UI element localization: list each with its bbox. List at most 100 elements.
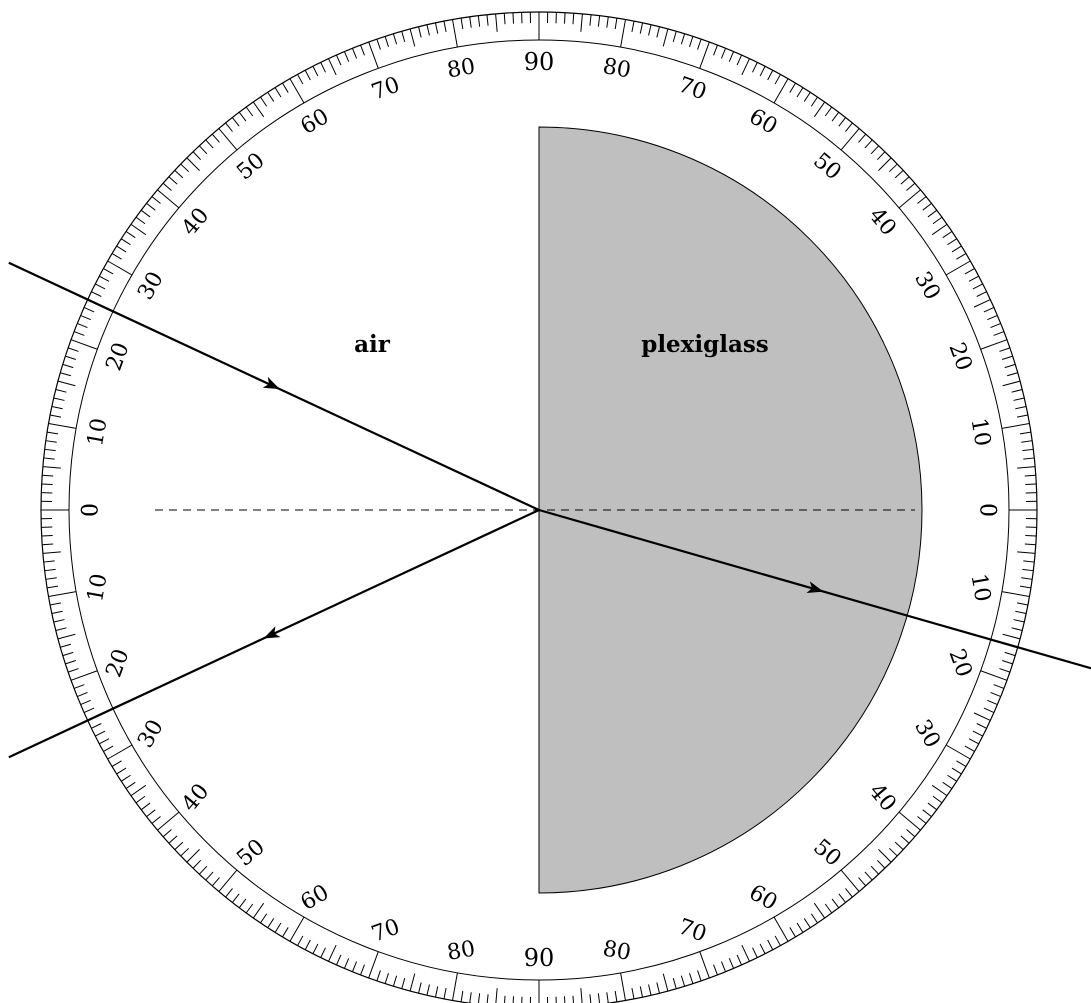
- degree-tick: [980, 670, 1008, 681]
- degree-label: 70: [675, 914, 710, 947]
- degree-label: 90: [524, 48, 555, 76]
- degree-tick: [512, 996, 515, 1003]
- degree-tick: [42, 543, 54, 546]
- degree-tick: [245, 106, 254, 117]
- degree-tick: [53, 619, 65, 623]
- degree-tick: [426, 984, 430, 996]
- degree-ticks: [41, 12, 1037, 1003]
- degree-tick: [320, 947, 326, 958]
- degree-tick: [945, 744, 971, 760]
- degree-tick: [1022, 448, 1034, 452]
- degree-tick: [44, 448, 56, 452]
- degree-tick: [252, 902, 265, 919]
- degree-tick: [62, 363, 74, 369]
- degree-tick: [180, 847, 190, 857]
- degree-tick: [1019, 431, 1031, 435]
- degree-tick: [368, 951, 379, 979]
- degree-label: 50: [232, 148, 270, 185]
- degree-tick: [1024, 543, 1036, 546]
- degree-tick: [198, 865, 208, 875]
- degree-tick: [639, 22, 644, 34]
- degree-tick: [51, 405, 63, 410]
- degree-tick: [917, 816, 927, 824]
- degree-tick: [135, 795, 146, 804]
- degree-tick: [931, 223, 948, 236]
- degree-tick: [976, 723, 987, 729]
- degree-tick: [597, 993, 601, 1003]
- degree-label: 30: [133, 716, 169, 753]
- degree-tick: [130, 784, 147, 797]
- degree-tick: [956, 760, 967, 767]
- degree-tick: [741, 944, 750, 962]
- degree-tick: [858, 877, 867, 887]
- degree-tick: [495, 988, 498, 1003]
- degree-tick: [972, 730, 983, 737]
- degree-tick: [434, 22, 439, 34]
- degree-label: 70: [675, 72, 710, 105]
- degree-tick: [983, 707, 995, 714]
- degree-tick: [162, 182, 172, 191]
- degree-tick: [111, 253, 122, 260]
- degree-tick: [162, 829, 172, 838]
- degree-tick: [77, 691, 88, 698]
- degree-tick: [376, 970, 381, 982]
- degree-tick: [1022, 568, 1034, 572]
- degree-label: 30: [909, 716, 945, 753]
- degree-tick: [41, 483, 53, 486]
- degree-tick: [328, 58, 337, 76]
- degree-tick: [614, 990, 618, 1002]
- degree-tick: [1002, 380, 1021, 387]
- degree-tick: [697, 38, 702, 50]
- degree-tick: [495, 13, 498, 32]
- degree-tick: [57, 633, 76, 640]
- degree-tick: [180, 163, 190, 173]
- degree-tick: [282, 82, 289, 93]
- degree-tick: [1004, 651, 1016, 657]
- degree-tick: [767, 70, 774, 81]
- degree-tick: [810, 913, 818, 924]
- degree-label: 20: [943, 646, 976, 681]
- degree-tick: [864, 139, 873, 149]
- degree-tick: [360, 44, 365, 56]
- degree-tick: [999, 347, 1011, 352]
- degree-label: 10: [965, 572, 994, 604]
- degree-tick: [947, 774, 957, 782]
- degree-label: 0: [975, 503, 1000, 517]
- degree-tick: [80, 314, 91, 321]
- degree-tick: [289, 916, 305, 942]
- degree-tick: [335, 954, 342, 966]
- degree-tick: [976, 291, 987, 297]
- degree-tick: [111, 760, 122, 767]
- degree-tick: [803, 918, 811, 928]
- degree-tick: [238, 898, 247, 909]
- degree-tick: [580, 988, 583, 1003]
- degree-tick: [713, 44, 718, 56]
- degree-tick: [1025, 534, 1037, 537]
- degree-tick: [504, 995, 506, 1003]
- degree-label: 0: [79, 503, 104, 517]
- degree-tick: [47, 431, 59, 435]
- degree-tick: [360, 964, 365, 976]
- degree-tick: [759, 66, 766, 77]
- degree-tick: [460, 990, 464, 1002]
- degree-tick: [689, 36, 694, 47]
- degree-tick: [838, 893, 846, 903]
- degree-tick: [376, 38, 381, 50]
- degree-tick: [1016, 414, 1028, 418]
- degree-tick: [186, 849, 200, 863]
- degree-tick: [238, 111, 247, 122]
- degree-tick: [810, 96, 818, 107]
- degree-tick: [50, 414, 62, 418]
- degree-tick: [773, 78, 789, 104]
- degree-tick: [906, 829, 916, 838]
- degree-tick: [304, 939, 311, 950]
- degree-label: 10: [83, 416, 112, 448]
- degree-tick: [62, 651, 74, 657]
- degree-tick: [597, 15, 601, 27]
- degree-tick: [77, 322, 88, 329]
- degree-tick: [42, 474, 54, 477]
- degree-tick: [452, 19, 458, 48]
- degree-tick: [796, 87, 804, 98]
- degree-label: 60: [745, 880, 782, 916]
- degree-tick: [964, 268, 975, 275]
